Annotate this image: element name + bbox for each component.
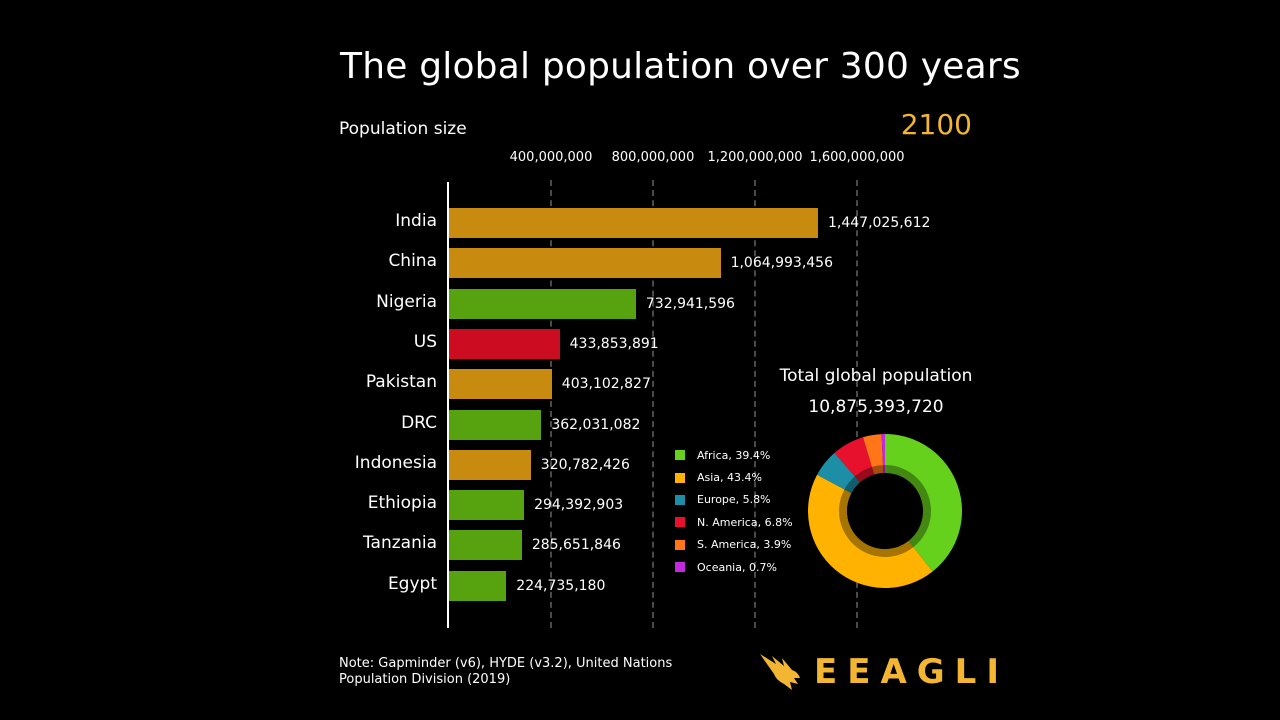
legend-swatch xyxy=(675,517,685,528)
x-tick-label: 1,600,000,000 xyxy=(809,150,905,165)
gridline xyxy=(652,180,654,628)
pie-legend: Africa, 39.4% Asia, 43.4% Europe, 5.8% N. A… xyxy=(675,444,793,578)
legend-item: Asia, 43.4% xyxy=(675,466,793,488)
legend-item: Europe, 5.8% xyxy=(675,489,793,511)
x-tick-label: 1,200,000,000 xyxy=(707,150,803,165)
legend-swatch xyxy=(675,450,685,461)
category-label: India xyxy=(395,211,437,231)
bar-value-label: 362,031,082 xyxy=(551,416,641,433)
logo-text: EEAGLI xyxy=(814,652,1009,692)
pie-total: 10,875,393,720 xyxy=(808,397,944,417)
chart-title: The global population over 300 years xyxy=(340,46,1021,87)
bar-value-label: 1,447,025,612 xyxy=(827,215,931,231)
bar-value-label: 1,064,993,456 xyxy=(730,255,833,272)
legend-item: S. America, 3.9% xyxy=(675,534,793,556)
category-label: Pakistan xyxy=(365,372,437,393)
bar-value-label: 294,392,903 xyxy=(534,497,624,514)
donut-chart xyxy=(808,434,962,588)
brand-logo: EEAGLI xyxy=(758,650,1009,694)
pie-slice xyxy=(808,474,933,588)
bar xyxy=(449,570,507,601)
bar xyxy=(449,369,552,400)
bar-value-label: 433,853,891 xyxy=(569,335,659,352)
legend-label: Africa, 39.4% xyxy=(697,448,771,462)
year-label: 2100 xyxy=(900,108,972,141)
axis-title: Population size xyxy=(339,119,467,139)
legend-item: Africa, 39.4% xyxy=(675,444,793,466)
bar xyxy=(449,530,522,561)
legend-item: Oceania, 0.7% xyxy=(675,556,793,578)
pie-slice xyxy=(885,434,962,572)
bar-value-label: 732,941,596 xyxy=(645,295,735,312)
bar-value-label: 285,651,846 xyxy=(531,537,621,554)
source-note-line-1: Note: Gapminder (v6), HYDE (v3.2), Unite… xyxy=(339,656,673,671)
eagle-icon xyxy=(760,654,800,690)
bar-value-label: 224,735,180 xyxy=(516,577,606,594)
category-label: US xyxy=(413,331,437,352)
legend-swatch xyxy=(675,472,685,483)
bar xyxy=(449,490,525,521)
bar-value-label: 320,782,426 xyxy=(540,456,630,473)
bar xyxy=(449,248,721,279)
legend-label: S. America, 3.9% xyxy=(697,538,792,552)
category-label: Egypt xyxy=(387,573,437,594)
donut-inner-ring xyxy=(839,465,931,557)
donut-hole xyxy=(847,473,923,549)
category-label: DRC xyxy=(401,412,437,433)
x-tick-label: 800,000,000 xyxy=(611,150,695,165)
bar xyxy=(449,288,636,319)
category-label: Indonesia xyxy=(354,452,437,473)
y-axis-line xyxy=(447,182,449,628)
legend-swatch xyxy=(675,539,685,550)
legend-swatch xyxy=(675,562,685,573)
bar xyxy=(449,328,560,359)
x-tick-label: 400,000,000 xyxy=(509,150,593,165)
bar xyxy=(449,409,542,440)
legend-label: Asia, 43.4% xyxy=(697,471,762,485)
pie-title: Total global population xyxy=(779,366,973,386)
gridline xyxy=(754,180,756,628)
gridline xyxy=(856,180,858,628)
legend-label: Oceania, 0.7% xyxy=(697,560,777,574)
category-label: Nigeria xyxy=(376,291,437,312)
pie-slice xyxy=(834,437,875,483)
legend-item: N. America, 6.8% xyxy=(675,511,793,533)
bar xyxy=(449,208,818,238)
bar xyxy=(449,449,531,480)
category-label: China xyxy=(388,251,437,272)
category-label: Tanzania xyxy=(362,533,437,554)
legend-label: Europe, 5.8% xyxy=(697,493,771,507)
legend-label: N. America, 6.8% xyxy=(697,515,793,529)
source-note: Note: Gapminder (v6), HYDE (v3.2), Unite… xyxy=(339,656,672,688)
pie-slice xyxy=(881,434,885,474)
category-label: Ethiopia xyxy=(367,493,437,514)
pie-slice xyxy=(817,452,861,494)
source-note-line-2: Population Division (2019) xyxy=(339,672,511,687)
pie-slice xyxy=(863,434,884,475)
legend-swatch xyxy=(675,494,685,505)
gridline xyxy=(550,180,552,628)
bar-value-label: 403,102,827 xyxy=(561,376,651,393)
